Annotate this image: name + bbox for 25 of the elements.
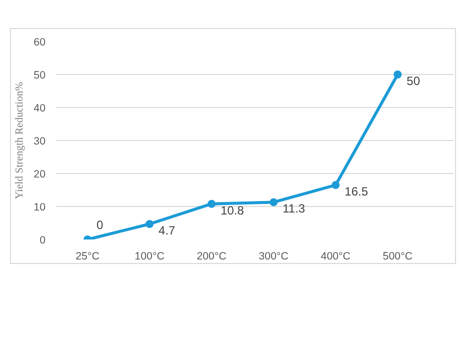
x-tick-label: 100°C xyxy=(134,250,165,262)
x-tick-label: 300°C xyxy=(258,250,289,262)
y-tick-label: 60 xyxy=(34,36,46,48)
y-tick-label: 40 xyxy=(34,102,46,114)
data-label: 50 xyxy=(406,74,420,88)
data-label: 0 xyxy=(96,218,104,232)
data-label: 16.5 xyxy=(344,184,368,199)
x-tick-label: 200°C xyxy=(196,250,227,262)
y-tick-label: 10 xyxy=(34,202,46,214)
data-label: 11.3 xyxy=(282,202,306,216)
y-tick-label: 30 xyxy=(34,136,46,148)
y-tick-label: 0 xyxy=(40,234,46,246)
data-label: 10.8 xyxy=(220,203,244,218)
point xyxy=(270,198,278,206)
point xyxy=(208,200,216,208)
y-axis-title: Yield Strength Reduction% xyxy=(14,82,26,200)
x-tick-label: 400°C xyxy=(320,250,351,262)
x-tick-label: 25°C xyxy=(76,250,100,262)
x-tick-label: 500°C xyxy=(382,250,413,262)
data-label: 4.7 xyxy=(158,223,176,238)
y-tick-label: 50 xyxy=(34,70,46,82)
point xyxy=(394,70,402,78)
point xyxy=(146,220,154,228)
point xyxy=(332,181,340,190)
y-tick-label: 20 xyxy=(34,168,46,180)
